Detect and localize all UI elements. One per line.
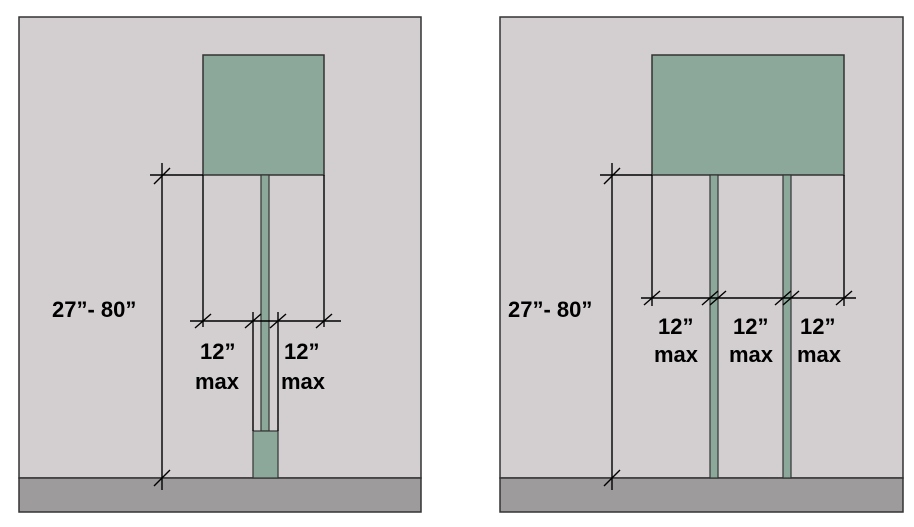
right-sign-post-2 (782, 174, 792, 479)
left-dim-right-max: max (281, 369, 326, 394)
left-sign-post (260, 174, 270, 432)
right-sign-board (651, 54, 845, 176)
left-dim-left-max: max (195, 369, 240, 394)
left-sign-board (202, 54, 325, 176)
right-dim-2-value: 12” (733, 314, 768, 339)
right-panel: 27”- 80” 12” max 12” max 12” max (499, 16, 904, 513)
left-height-label: 27”- 80” (52, 297, 136, 322)
right-height-label: 27”- 80” (508, 297, 592, 322)
left-dim-right-value: 12” (284, 339, 319, 364)
right-dim-1-value: 12” (658, 314, 693, 339)
left-panel: 27”- 80” 12” max 12” max (18, 16, 422, 513)
left-dim-left-value: 12” (200, 339, 235, 364)
right-dim-2-max: max (729, 342, 774, 367)
right-dim-1-max: max (654, 342, 699, 367)
right-dim-3-max: max (797, 342, 842, 367)
right-floor (499, 477, 904, 513)
right-sign-post-1 (709, 174, 719, 479)
right-dim-3-value: 12” (800, 314, 835, 339)
right-dimension-lines (600, 163, 856, 490)
left-dimension-lines (150, 163, 341, 490)
left-post-base (252, 430, 279, 479)
left-floor (18, 477, 422, 513)
